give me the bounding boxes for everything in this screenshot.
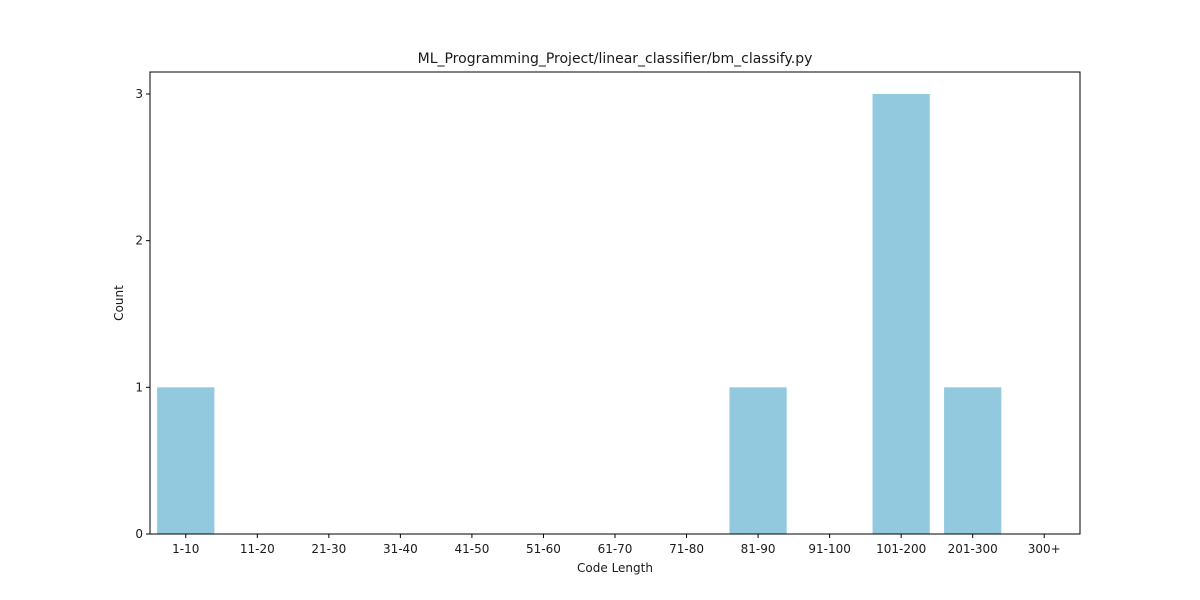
chart-title: ML_Programming_Project/linear_classifier… xyxy=(418,51,813,67)
x-tick-label: 71-80 xyxy=(669,542,704,556)
bar-101-200 xyxy=(872,94,930,534)
plot-frame xyxy=(149,71,1081,535)
x-tick-label: 91-100 xyxy=(808,542,851,556)
x-tick-label: 21-30 xyxy=(311,542,346,556)
bar-1-10 xyxy=(157,387,215,534)
y-tick-label: 0 xyxy=(135,527,143,541)
x-tick-label: 201-300 xyxy=(948,542,998,556)
x-axis-label: Code Length xyxy=(577,561,653,575)
y-tick-label: 3 xyxy=(135,87,143,101)
x-tick-label: 41-50 xyxy=(454,542,489,556)
x-tick-label: 300+ xyxy=(1028,542,1061,556)
y-axis-label: Count xyxy=(112,285,126,321)
bar-201-300 xyxy=(944,387,1002,534)
bars-layer xyxy=(157,94,1002,534)
x-tick-label: 51-60 xyxy=(526,542,561,556)
y-axis-ticks: 0 1 2 3 xyxy=(135,87,150,541)
x-tick-label: 31-40 xyxy=(383,542,418,556)
x-tick-label: 61-70 xyxy=(598,542,633,556)
x-tick-label: 11-20 xyxy=(240,542,275,556)
y-tick-label: 1 xyxy=(135,380,143,394)
bar-81-90 xyxy=(729,387,787,534)
x-axis-ticks: 1-10 11-20 21-30 31-40 41-50 51-60 61-70 71-80 8… xyxy=(172,534,1061,556)
x-tick-label: 1-10 xyxy=(172,542,199,556)
y-tick-label: 2 xyxy=(135,234,143,248)
x-tick-label: 81-90 xyxy=(741,542,776,556)
x-tick-label: 101-200 xyxy=(876,542,926,556)
